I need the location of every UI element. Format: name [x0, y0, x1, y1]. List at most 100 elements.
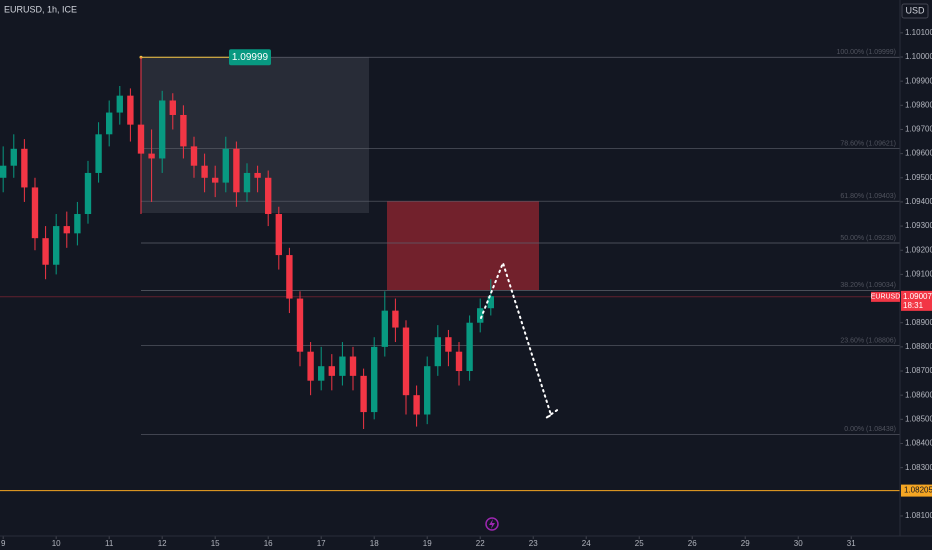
candle-body [106, 112, 113, 135]
x-tick-label: 29 [741, 539, 750, 548]
support-price-label: 1.08205 [904, 486, 932, 495]
candle-body [21, 148, 28, 188]
x-tick-label: 22 [476, 539, 485, 548]
y-tick-label: 1.09800 [905, 100, 932, 109]
x-tick-label: 10 [52, 539, 61, 548]
x-tick-label: 23 [529, 539, 538, 548]
y-tick-label: 1.08900 [905, 318, 932, 327]
currency-button[interactable] [901, 3, 929, 19]
candle-body [212, 177, 219, 183]
fib-label: 100.00% (1.09999) [836, 49, 896, 56]
candle-body [190, 146, 198, 166]
y-tick-label: 1.08800 [905, 342, 932, 351]
y-tick-label: 1.08400 [905, 439, 932, 448]
grid: 1.10100 1.10000 1.09900 1.09800 1.09700 1.096… [1, 28, 932, 548]
y-tick-label: 1.09500 [905, 173, 932, 182]
y-tick-label: 1.09100 [905, 270, 932, 279]
fib-label: 61.80% (1.09403) [840, 193, 896, 200]
candle-body [42, 238, 49, 265]
candle-body [445, 337, 452, 352]
event-icon[interactable] [485, 517, 499, 531]
candle-body [74, 214, 81, 234]
candle-body [116, 95, 123, 113]
candle-body [371, 346, 378, 413]
y-tick-label: 1.09400 [905, 197, 932, 206]
candle-body [84, 172, 92, 215]
x-tick-label: 9 [1, 539, 6, 548]
candle-body [53, 226, 60, 265]
range-box [141, 57, 369, 213]
x-tick-label: 19 [423, 539, 432, 548]
fib-label: 38.20% (1.09034) [840, 282, 896, 289]
y-tick-label: 1.09900 [905, 76, 932, 85]
y-tick-label: 1.08700 [905, 366, 932, 375]
support-price-tag [901, 484, 932, 497]
x-tick-label: 17 [317, 539, 326, 548]
candle-body [477, 308, 484, 323]
high-tag-label: 1.09999 [232, 52, 269, 63]
high-tag [229, 49, 271, 66]
candle-body [265, 177, 272, 215]
candle-body [487, 296, 494, 309]
candle-body [137, 124, 145, 154]
candle-body [402, 327, 410, 396]
symbol-tag [871, 291, 900, 302]
candle-body [254, 172, 261, 178]
candle-body [233, 148, 240, 193]
x-tick-label: 26 [688, 539, 697, 548]
fib-levels: 100.00% (1.09999) 78.60% (1.09621) 61.80% … [0, 49, 900, 492]
fib-label: 78.60% (1.09621) [840, 140, 896, 147]
candle-body [180, 114, 187, 147]
candle-body [159, 100, 166, 159]
candle-body [339, 356, 346, 376]
x-tick-label: 12 [158, 539, 167, 548]
x-tick-label: 30 [794, 539, 803, 548]
candle-body [10, 148, 17, 166]
x-tick-label: 18 [370, 539, 379, 548]
symbol-tag-label: EURUSD [871, 294, 901, 301]
candle-body [360, 375, 367, 413]
x-tick-label: 24 [582, 539, 591, 548]
candle-body [201, 165, 208, 178]
fib-label: 50.00% (1.09230) [840, 235, 896, 242]
candle-body [455, 351, 463, 372]
candle-body [381, 310, 388, 347]
candle-body [349, 356, 357, 376]
y-tick-label: 1.08300 [905, 463, 932, 472]
y-tick-label: 1.09300 [905, 221, 932, 230]
candle-body [466, 322, 473, 372]
current-price-tag [901, 290, 932, 311]
x-tick-label: 25 [635, 539, 644, 548]
candle-body [222, 148, 229, 183]
x-tick-label: 16 [264, 539, 273, 548]
y-tick-label: 1.09200 [905, 245, 932, 254]
candle-body [286, 255, 293, 299]
event-icon-bolt [489, 519, 495, 529]
fib-label: 0.00% (1.08438) [844, 426, 896, 433]
x-tick-label: 31 [847, 539, 856, 548]
candle-body [424, 366, 431, 415]
candle-body [296, 298, 304, 352]
candle-body [392, 310, 399, 328]
candle-body [434, 337, 441, 367]
candle-body [127, 95, 134, 125]
candle-body [0, 165, 7, 178]
candles [0, 57, 494, 429]
candle-body [63, 226, 70, 234]
projection-path [480, 260, 561, 419]
candle-body [328, 366, 335, 376]
y-tick-label: 1.08500 [905, 414, 932, 423]
y-tick-label: 1.08100 [905, 511, 932, 520]
y-tick-label: 1.08600 [905, 390, 932, 399]
x-tick-label: 11 [105, 539, 114, 548]
candle-body [95, 134, 102, 173]
candle-body [413, 395, 420, 415]
countdown-label: 18:31 [903, 301, 924, 310]
currency-label[interactable]: USD [905, 5, 925, 15]
candle-body [307, 351, 314, 381]
symbol-title: EURUSD, 1h, ICE [4, 4, 77, 14]
candle-body [318, 366, 325, 381]
y-tick-label: 1.10000 [905, 52, 932, 61]
